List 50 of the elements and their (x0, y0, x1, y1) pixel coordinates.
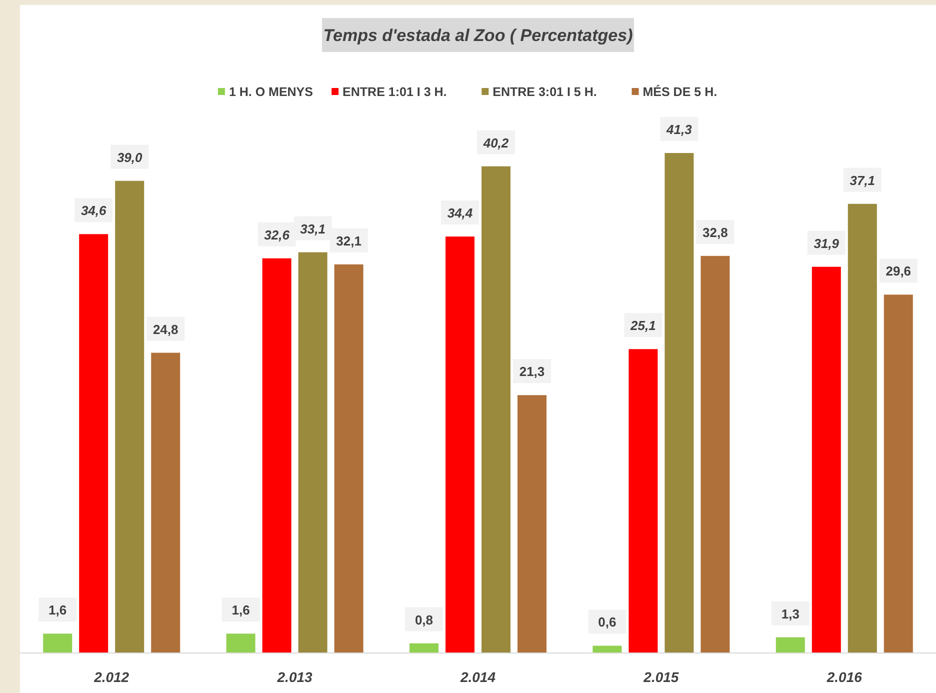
x-tick-label: 2.014 (459, 669, 496, 685)
bar (482, 166, 510, 653)
chart-title: Temps d'estada al Zoo ( Percentatges) (323, 26, 634, 45)
bar (848, 204, 877, 653)
data-label: 1,3 (781, 606, 800, 622)
bar (115, 180, 144, 653)
bar (79, 234, 108, 653)
legend-label: ENTRE 1:01 I 3 H. (342, 85, 447, 99)
data-label: 33,1 (300, 221, 326, 236)
data-label: 24,8 (152, 322, 178, 337)
x-tick-label: 2.015 (642, 669, 679, 685)
bar (410, 643, 438, 653)
legend-label: ENTRE 3:01 I 5 H. (492, 85, 597, 99)
data-label: 0,8 (414, 612, 434, 628)
bar (592, 646, 622, 653)
bar (334, 264, 364, 653)
bar (664, 153, 694, 653)
data-label: 32,1 (336, 233, 362, 248)
legend-label: MÉS DE 5 H. (642, 84, 718, 99)
data-label: 1,6 (48, 602, 67, 618)
bar (43, 634, 72, 653)
bar (776, 637, 805, 653)
data-label: 39,0 (116, 150, 144, 165)
x-tick-label: 2.012 (93, 669, 130, 685)
x-tick-label: 2.013 (276, 669, 313, 685)
data-label: 0,6 (598, 614, 616, 630)
bar (518, 395, 546, 653)
data-label: 1,6 (232, 602, 250, 618)
data-label: 25,1 (630, 318, 656, 334)
bar (884, 294, 913, 653)
data-label: 41,3 (666, 122, 693, 137)
data-label: 32,8 (702, 224, 728, 240)
bar (298, 252, 328, 653)
bar (812, 266, 841, 653)
data-label: 40,2 (482, 135, 510, 150)
x-tick-label: 2.016 (826, 669, 862, 685)
bar (151, 352, 180, 653)
bar (446, 236, 474, 653)
data-label: 21,3 (519, 364, 545, 380)
data-label: 37,1 (850, 172, 876, 188)
bar (262, 258, 292, 653)
data-label: 29,6 (886, 264, 912, 279)
legend-label: 1 H. O MENYS (228, 85, 313, 99)
bar (700, 256, 730, 653)
data-label: 34,6 (80, 203, 108, 218)
data-label: 32,6 (264, 227, 290, 242)
data-label: 34,4 (447, 206, 474, 221)
data-label: 31,9 (814, 236, 840, 251)
bar (628, 349, 658, 653)
bar (226, 634, 256, 653)
